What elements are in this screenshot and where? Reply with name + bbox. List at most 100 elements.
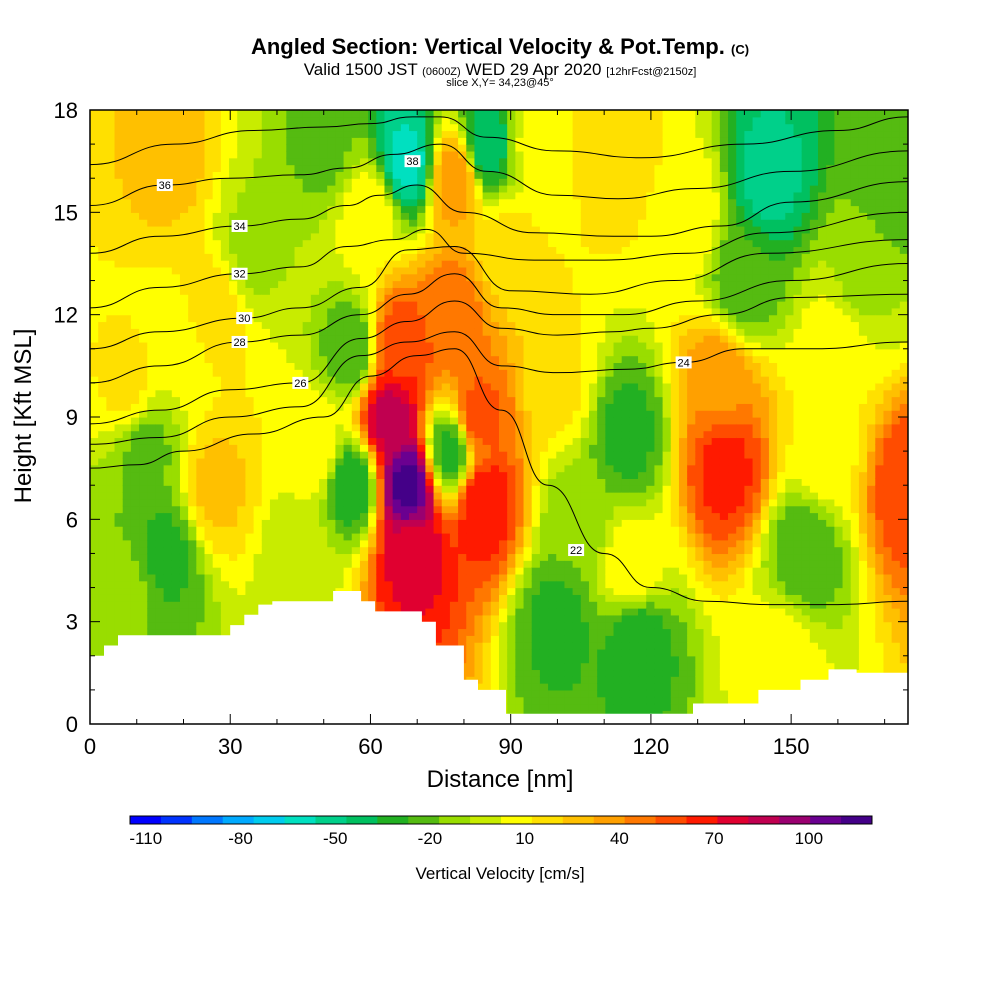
field-cell	[319, 437, 328, 445]
field-cell	[212, 348, 222, 357]
field-cell	[343, 157, 353, 166]
field-cell	[490, 164, 500, 172]
field-cell	[482, 232, 492, 241]
field-cell	[302, 423, 312, 432]
field-cell	[507, 471, 516, 479]
field-cell	[417, 382, 426, 391]
field-cell	[261, 273, 271, 282]
field-cell	[155, 301, 165, 309]
field-cell	[286, 580, 296, 589]
field-cell	[130, 471, 140, 479]
field-cell	[482, 341, 492, 350]
field-cell	[147, 369, 157, 377]
field-cell	[490, 260, 500, 268]
field-cell	[179, 376, 189, 384]
field-cell	[531, 635, 541, 643]
field-cell	[490, 560, 500, 568]
field-cell	[106, 185, 116, 193]
field-cell	[343, 348, 353, 357]
field-cell	[98, 396, 107, 404]
field-cell	[212, 526, 222, 534]
field-cell	[114, 314, 124, 323]
field-cell	[335, 116, 345, 125]
field-cell	[523, 608, 533, 616]
field-cell	[302, 328, 312, 336]
field-cell	[147, 532, 157, 541]
field-cell	[278, 403, 287, 411]
field-cell	[441, 526, 451, 534]
field-cell	[359, 464, 369, 473]
field-cell	[220, 410, 230, 418]
field-cell	[302, 287, 312, 295]
field-cell	[466, 301, 476, 309]
field-cell	[90, 444, 99, 452]
field-cell	[147, 437, 157, 445]
field-cell	[310, 212, 320, 220]
field-cell	[425, 335, 435, 343]
field-cell	[237, 444, 247, 452]
field-cell	[114, 294, 124, 302]
field-cell	[179, 553, 189, 561]
field-cell	[269, 423, 279, 432]
field-cell	[171, 512, 181, 520]
field-cell	[114, 260, 124, 268]
field-cell	[392, 157, 402, 166]
field-cell	[261, 123, 271, 132]
field-cell	[98, 178, 107, 186]
field-cell	[261, 137, 271, 145]
field-cell	[351, 498, 361, 507]
field-cell	[368, 341, 377, 350]
field-cell	[269, 321, 279, 329]
field-cell	[327, 519, 336, 527]
field-cell	[229, 580, 238, 589]
field-cell	[449, 280, 459, 288]
field-cell	[106, 539, 116, 548]
field-cell	[482, 608, 492, 616]
field-cell	[278, 314, 287, 323]
field-cell	[261, 232, 271, 241]
field-cell	[114, 266, 124, 275]
field-cell	[433, 567, 443, 575]
field-cell	[220, 423, 230, 432]
field-cell	[98, 246, 107, 254]
field-cell	[90, 601, 99, 609]
field-cell	[441, 485, 451, 493]
field-cell	[319, 348, 328, 357]
field-cell	[425, 110, 435, 118]
field-cell	[237, 212, 247, 220]
field-cell	[335, 273, 345, 282]
field-cell	[384, 546, 394, 555]
field-cell	[163, 621, 173, 630]
field-cell	[409, 369, 418, 377]
field-cell	[433, 266, 443, 275]
field-cell	[433, 137, 443, 145]
field-cell	[196, 225, 206, 234]
field-cell	[122, 594, 132, 602]
field-cell	[343, 198, 353, 207]
field-cell	[417, 355, 426, 364]
field-cell	[474, 648, 484, 657]
field-cell	[433, 328, 443, 336]
field-cell	[114, 512, 124, 520]
field-cell	[482, 567, 492, 575]
field-cell	[499, 512, 508, 520]
field-cell	[531, 232, 541, 241]
field-cell	[515, 294, 525, 302]
field-cell	[433, 287, 443, 295]
field-cell	[155, 239, 165, 248]
field-cell	[302, 362, 312, 370]
field-cell	[196, 341, 206, 350]
field-cell	[376, 280, 386, 288]
field-cell	[417, 403, 426, 411]
field-cell	[335, 239, 345, 248]
field-cell	[368, 369, 377, 377]
field-cell	[179, 587, 189, 595]
field-cell	[319, 171, 328, 179]
field-cell	[409, 587, 418, 595]
field-cell	[507, 212, 516, 220]
field-cell	[261, 178, 271, 186]
field-cell	[343, 123, 353, 132]
field-cell	[482, 587, 492, 595]
field-cell	[229, 498, 238, 507]
field-cell	[392, 417, 402, 425]
